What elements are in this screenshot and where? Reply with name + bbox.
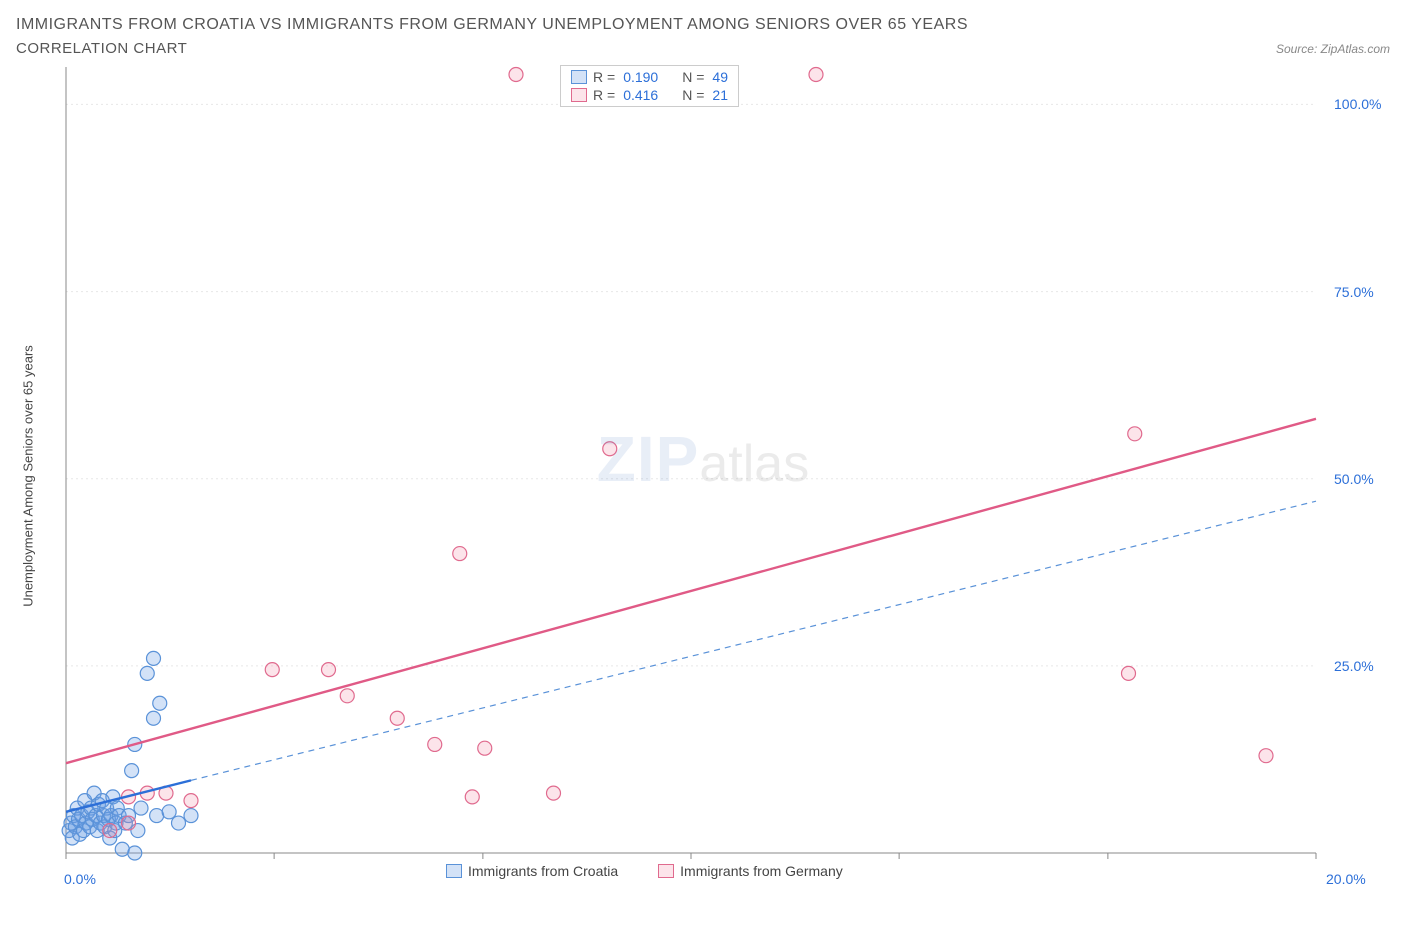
x-axis-max-label: 20.0% xyxy=(1326,871,1366,887)
y-axis-tick-label: 25.0% xyxy=(1334,658,1374,674)
series-legend: Immigrants from Croatia Immigrants from G… xyxy=(446,863,843,879)
scatter-chart xyxy=(16,61,1390,891)
series-legend-label: Immigrants from Germany xyxy=(680,863,843,879)
legend-swatch xyxy=(571,88,587,102)
y-axis-tick-label: 100.0% xyxy=(1334,96,1381,112)
y-axis-tick-label: 50.0% xyxy=(1334,471,1374,487)
series-legend-label: Immigrants from Croatia xyxy=(468,863,618,879)
y-axis-label: Unemployment Among Seniors over 65 years xyxy=(21,345,36,607)
legend-swatch xyxy=(571,70,587,84)
correlation-legend-row: R =0.190N = 49 xyxy=(561,68,738,86)
correlation-legend-row: R =0.416N = 21 xyxy=(561,86,738,104)
series-legend-item: Immigrants from Germany xyxy=(658,863,843,879)
legend-swatch xyxy=(658,864,674,878)
source-label: Source: ZipAtlas.com xyxy=(1276,42,1390,56)
y-axis-tick-label: 75.0% xyxy=(1334,284,1374,300)
x-axis-min-label: 0.0% xyxy=(64,871,96,887)
subtitle-row: CORRELATION CHART Source: ZipAtlas.com xyxy=(16,40,1390,57)
legend-swatch xyxy=(446,864,462,878)
series-legend-item: Immigrants from Croatia xyxy=(446,863,618,879)
chart-area: Unemployment Among Seniors over 65 years… xyxy=(16,61,1390,891)
correlation-legend-box: R =0.190N = 49R =0.416N = 21 xyxy=(560,65,739,107)
chart-subtitle: CORRELATION CHART xyxy=(16,40,187,57)
chart-title: IMMIGRANTS FROM CROATIA VS IMMIGRANTS FR… xyxy=(16,16,1390,34)
